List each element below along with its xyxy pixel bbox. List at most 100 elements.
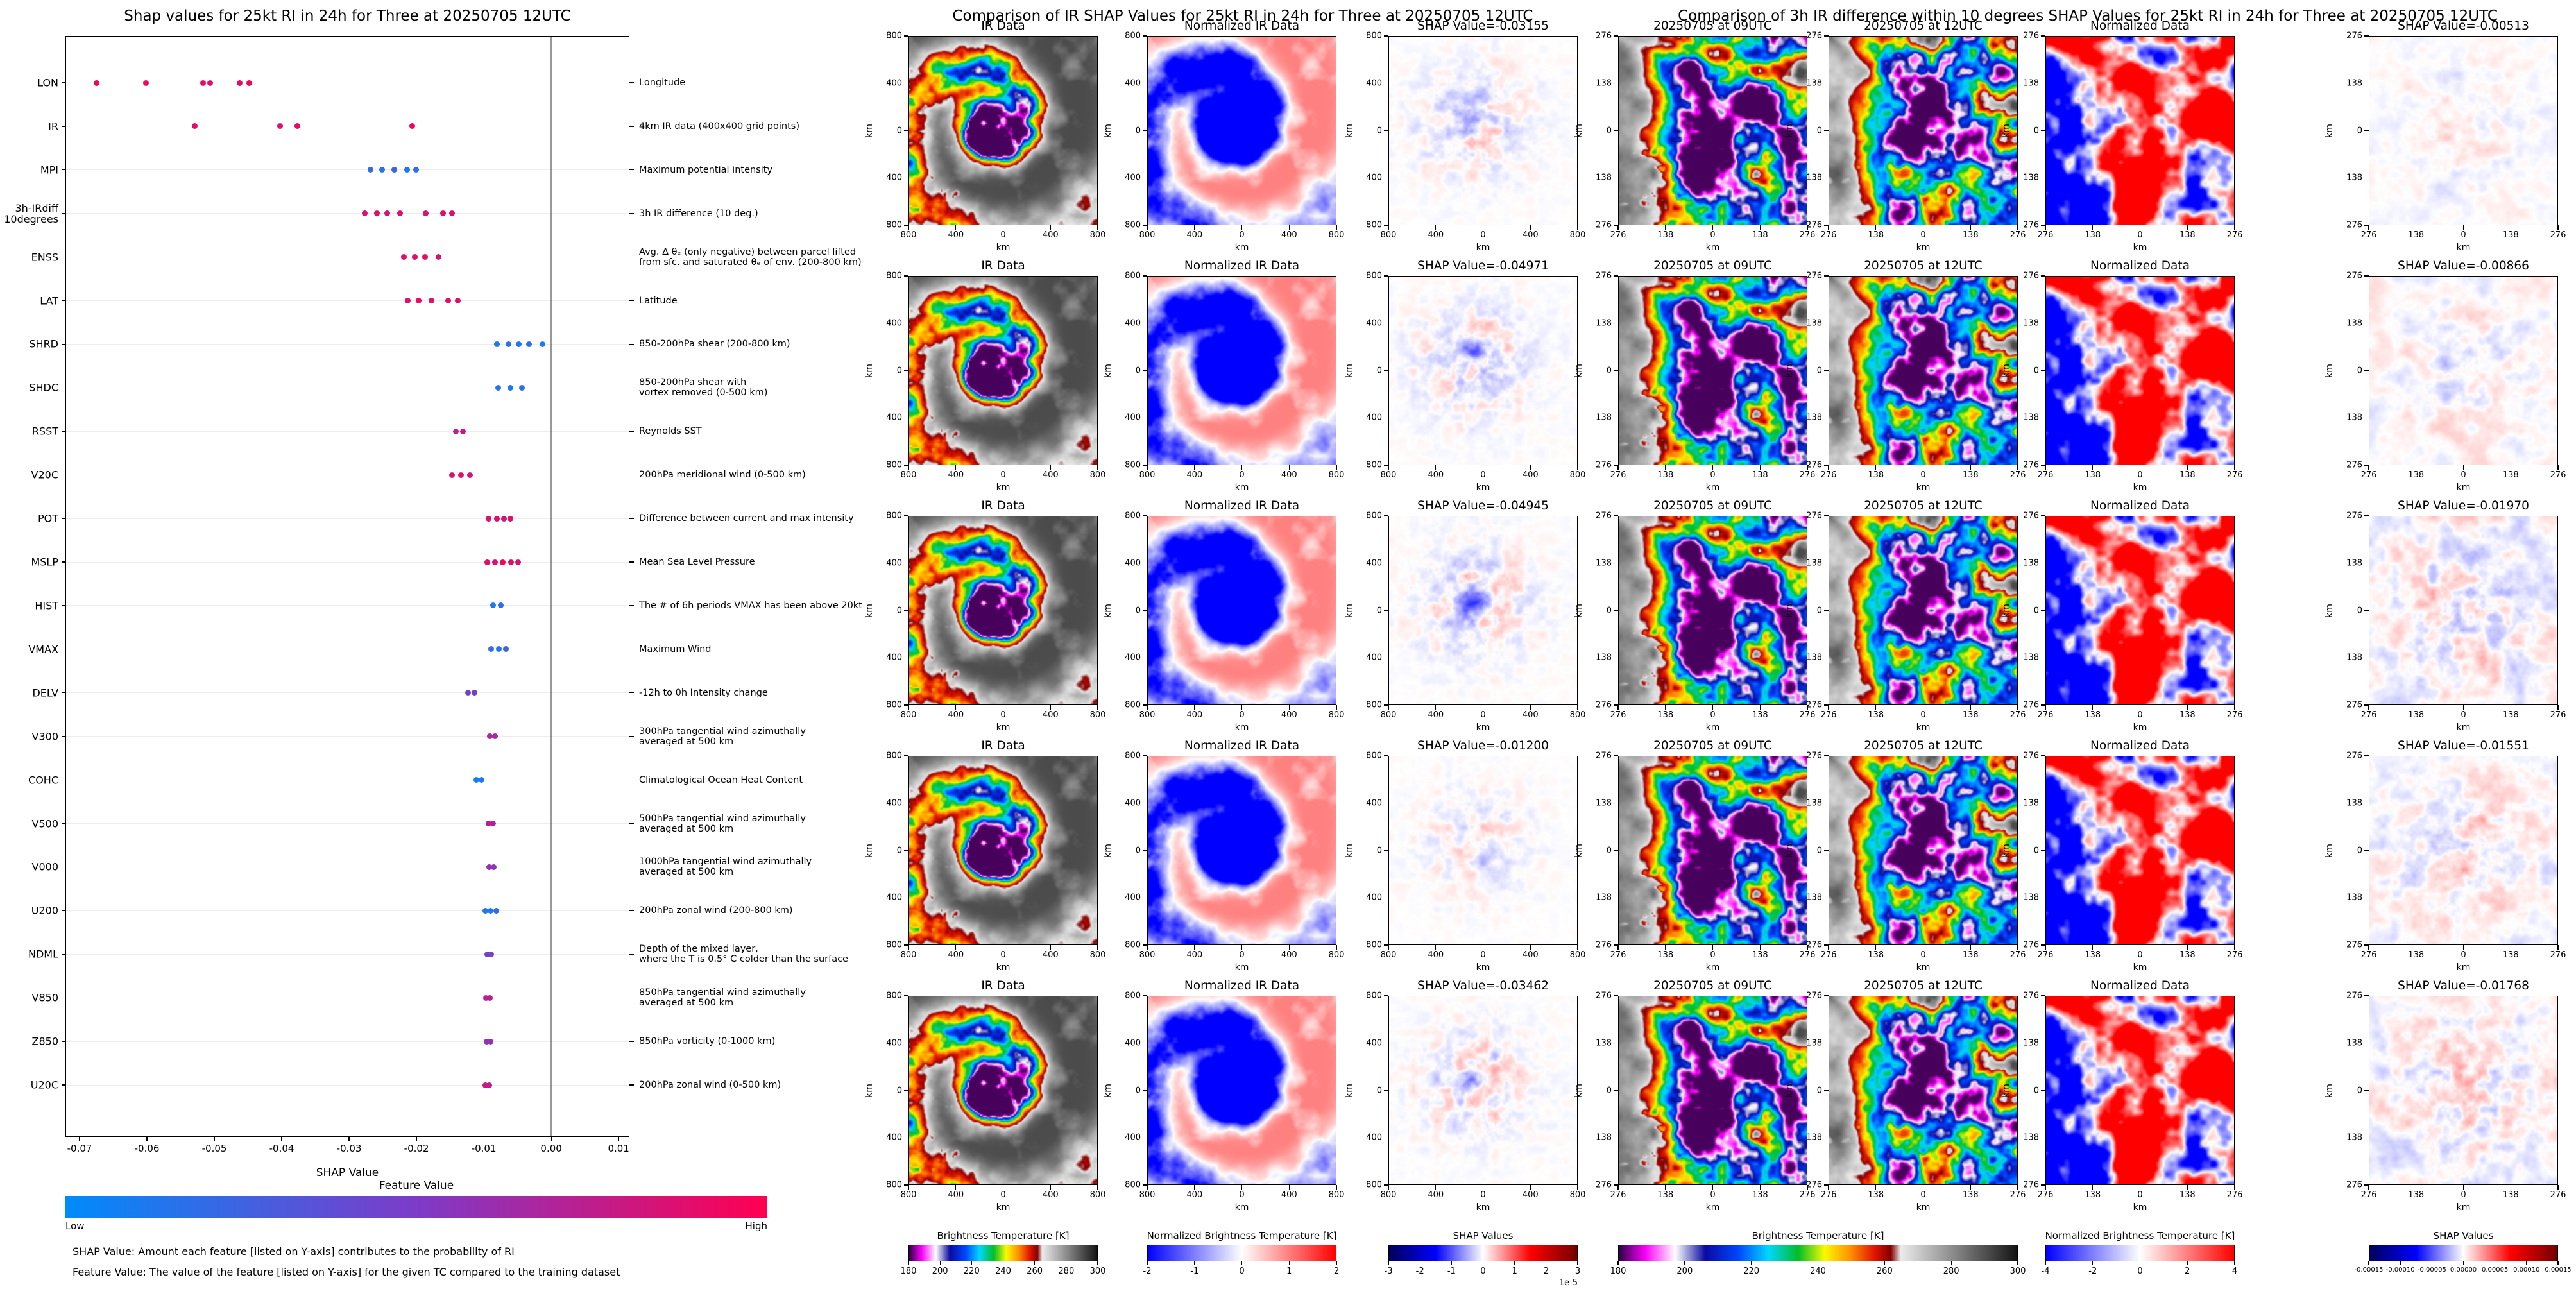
x-tick-label: 138	[2408, 1190, 2425, 1200]
y-tick	[1384, 755, 1388, 756]
y-tick-label: 400	[1366, 798, 1382, 808]
ir-shap-map-image	[1388, 756, 1578, 945]
x-tick	[1050, 1185, 1051, 1190]
shap-dot	[486, 864, 492, 870]
x-tick-label: 138	[2502, 230, 2519, 240]
y-tick-label: 800	[1366, 511, 1382, 521]
y-tick	[2364, 849, 2369, 851]
feature-description: Longitude	[639, 78, 686, 88]
x-tick	[1665, 945, 1666, 950]
y-axis-label: km	[1784, 123, 1795, 138]
y-tick	[1143, 1184, 1147, 1186]
y-tick	[1143, 944, 1147, 946]
right-tick	[629, 561, 634, 563]
ir-shap-map-image	[1388, 516, 1578, 705]
ir-09utc-image	[1618, 276, 1807, 465]
right-colorbar-shap-tick-label: -0.00010	[2385, 1267, 2415, 1274]
x-tick-label: 400	[1281, 1190, 1297, 1200]
x-tick-label: 400	[1186, 1190, 1203, 1200]
x-tick	[146, 1136, 148, 1141]
y-tick-label: 800	[1366, 751, 1382, 761]
y-axis-label: km	[2324, 363, 2335, 378]
shap-dot	[487, 733, 493, 740]
ir-12utc-title: 20250705 at 12UTC	[1864, 739, 1983, 753]
y-tick-label: 800	[886, 271, 902, 281]
y-tick	[1614, 610, 1618, 611]
mid-colorbar-shap-offset-text: 1e-5	[1558, 1278, 1578, 1288]
y-tick-label: 276	[2023, 940, 2039, 950]
x-tick-label: 0	[2461, 1190, 2466, 1200]
y-tick-label: 138	[2023, 892, 2039, 903]
x-tick-label: 276	[1799, 710, 1816, 720]
y-tick	[904, 755, 908, 756]
x-tick-label: -0.02	[404, 1143, 429, 1154]
irdiff-shap-map-image	[2369, 36, 2558, 225]
x-tick	[1828, 465, 1829, 470]
y-tick-label: 0	[1816, 126, 1822, 135]
right-colorbar-norm-gradient	[2045, 1245, 2235, 1261]
x-axis-label: km	[1476, 722, 1490, 733]
y-tick-label: 400	[1366, 1038, 1382, 1048]
x-tick-label: 800	[1089, 1190, 1106, 1200]
x-tick-label: 138	[1657, 470, 1674, 480]
y-tick	[62, 213, 66, 214]
y-tick-label: 276	[1806, 700, 1822, 710]
y-tick-label: 138	[1806, 1132, 1822, 1143]
x-tick	[2092, 465, 2094, 470]
x-tick	[2187, 1185, 2188, 1190]
ir-09utc-image	[1618, 36, 1807, 225]
y-axis-label: km	[864, 603, 874, 618]
x-tick-label: 0	[2461, 950, 2466, 960]
shap-dot	[488, 951, 495, 957]
x-tick	[1241, 705, 1243, 710]
ir-12utc-image	[1829, 996, 2018, 1185]
x-tick-label: 276	[2009, 710, 2026, 720]
x-axis-label: km	[1234, 243, 1249, 253]
y-tick-label: 400	[886, 413, 902, 423]
x-tick-label: 138	[1752, 710, 1768, 720]
x-tick	[2092, 1185, 2094, 1190]
x-tick	[1435, 1185, 1437, 1190]
x-tick	[1435, 465, 1437, 470]
y-tick	[1143, 755, 1147, 756]
y-tick	[62, 82, 66, 83]
right-colorbar-shap-label: SHAP Values	[2433, 1230, 2494, 1242]
x-tick	[2462, 1185, 2464, 1190]
x-tick-label: 400	[1522, 710, 1539, 720]
x-tick-label: 0	[1239, 1190, 1245, 1200]
y-tick	[62, 1084, 66, 1086]
y-tick	[1143, 704, 1147, 706]
x-tick-label: 800	[900, 470, 917, 480]
ir-09utc-subplot-row3: 20250705 at 09UTC 276 276 138 138 0 0 138 138 276…	[1574, 499, 1815, 733]
y-tick-label: 0	[2033, 126, 2039, 135]
y-tick-label: 276	[1596, 1180, 1612, 1190]
x-tick-label: 400	[1428, 710, 1444, 720]
y-tick	[904, 704, 908, 706]
x-tick-label: 138	[1657, 1190, 1674, 1200]
y-tick-label: 276	[1596, 700, 1612, 710]
right-tick	[629, 300, 634, 302]
y-tick-label: 0	[1376, 606, 1382, 615]
irdiff-shap-map-canvas	[2369, 756, 2557, 944]
y-tick	[1143, 1089, 1147, 1091]
normalized-ir-data-subplot-row4: Normalized IR Data 800 800 400 400 0 0 400 400 80…	[1103, 739, 1344, 973]
y-tick-label: 0	[1376, 846, 1382, 855]
y-tick	[62, 169, 66, 171]
y-tick-label: 138	[1806, 318, 1822, 329]
x-tick-label: 800	[900, 710, 917, 720]
y-tick-label: 276	[2023, 991, 2039, 1001]
normalized-ir-data-canvas	[1148, 756, 1336, 944]
x-axis-label: km	[2456, 243, 2471, 253]
y-tick-label: 400	[1366, 318, 1382, 329]
shap-dot	[482, 907, 488, 914]
ir-12utc-canvas	[1829, 996, 2017, 1184]
ir-12utc-canvas	[1829, 516, 2017, 704]
x-tick-label: -0.06	[134, 1143, 160, 1154]
x-tick	[955, 705, 957, 710]
irdiff-shap-map-subplot-row1: SHAP Value=-0.00513 276 276 138 138 0 0 138 138 2…	[2324, 19, 2566, 253]
ir-shap-map-subplot-row1: SHAP Value=-0.03155 800 800 400 400 0 0 400 400 8…	[1344, 19, 1585, 253]
y-tick-label: 800	[1366, 1180, 1382, 1190]
y-tick	[62, 605, 66, 606]
shap-dot	[493, 341, 500, 347]
